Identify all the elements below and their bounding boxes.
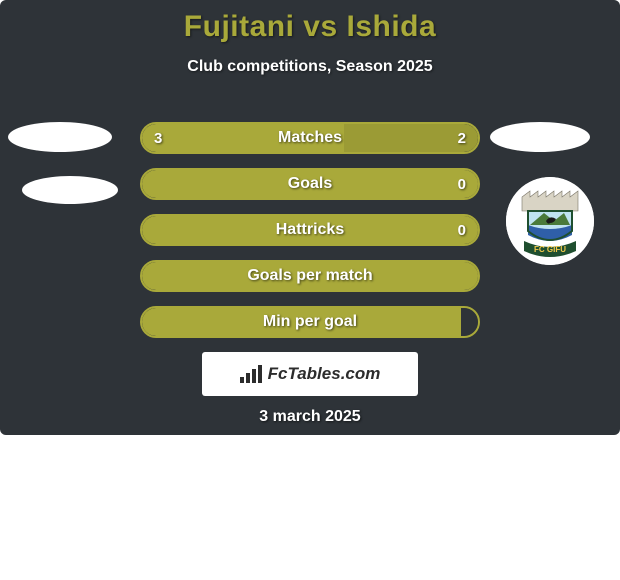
page-subtitle: Club competitions, Season 2025 bbox=[0, 58, 620, 76]
brand-bars-icon bbox=[240, 365, 262, 383]
stat-value-right: 2 bbox=[458, 124, 466, 152]
player-right-avatar-shape bbox=[490, 122, 590, 152]
stat-row-hattricks: Hattricks 0 bbox=[140, 214, 480, 246]
stat-label: Matches bbox=[142, 124, 478, 152]
stat-row-matches: 3 Matches 2 bbox=[140, 122, 480, 154]
stat-value-right: 0 bbox=[458, 170, 466, 198]
brand-badge: FcTables.com bbox=[202, 352, 418, 396]
stat-value-right: 0 bbox=[458, 216, 466, 244]
stat-label: Hattricks bbox=[142, 216, 478, 244]
crest-text: FC GIFU bbox=[534, 245, 566, 254]
stats-card: Fujitani vs Ishida Club competitions, Se… bbox=[0, 0, 620, 435]
stats-rows: 3 Matches 2 Goals 0 Hattricks 0 Goals pe… bbox=[140, 122, 480, 352]
stat-label: Goals bbox=[142, 170, 478, 198]
player-left-avatar-shape-1 bbox=[8, 122, 112, 152]
stat-row-goals-per-match: Goals per match bbox=[140, 260, 480, 292]
team-crest: FC GIFU bbox=[506, 177, 594, 265]
team-crest-svg: FC GIFU bbox=[506, 177, 594, 265]
page-title: Fujitani vs Ishida bbox=[0, 0, 620, 44]
stat-row-goals: Goals 0 bbox=[140, 168, 480, 200]
player-left-avatar-shape-2 bbox=[22, 176, 118, 204]
footer-date: 3 march 2025 bbox=[0, 408, 620, 426]
stat-row-min-per-goal: Min per goal bbox=[140, 306, 480, 338]
stat-label: Min per goal bbox=[142, 308, 478, 336]
brand-text: FcTables.com bbox=[268, 364, 381, 384]
stat-label: Goals per match bbox=[142, 262, 478, 290]
